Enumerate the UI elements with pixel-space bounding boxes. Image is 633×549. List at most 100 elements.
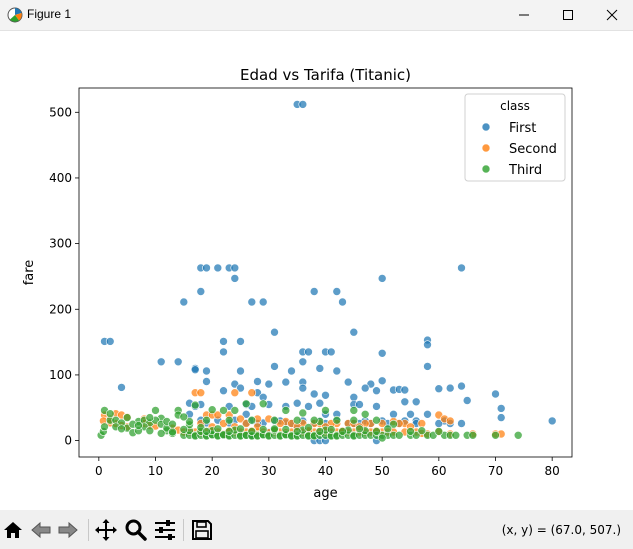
data-point-third: [355, 424, 364, 434]
configure-subplots-icon: [155, 520, 175, 540]
data-point-first: [298, 100, 308, 109]
save-button[interactable]: [190, 518, 214, 542]
data-point-first: [343, 377, 353, 387]
data-point-first: [315, 364, 325, 373]
window-titlebar: Figure 1: [0, 0, 633, 31]
data-point-second: [417, 419, 427, 428]
data-point-first: [491, 389, 500, 399]
data-point-second: [213, 410, 223, 420]
data-point-first: [332, 366, 342, 376]
data-point-first: [304, 347, 313, 357]
data-point-first: [372, 386, 381, 396]
legend-label-third: Third: [508, 163, 542, 178]
legend-label-second: Second: [509, 142, 557, 157]
data-point-first: [270, 362, 279, 371]
data-point-third: [168, 419, 177, 429]
data-point-first: [196, 287, 206, 296]
home-button[interactable]: [1, 518, 25, 542]
data-point-third: [281, 425, 291, 434]
data-point-first: [247, 297, 257, 307]
data-point-third: [309, 415, 319, 425]
data-point-third: [219, 406, 228, 415]
forward-icon: [58, 521, 78, 539]
data-point-first: [173, 357, 183, 367]
zoom-button[interactable]: [124, 518, 148, 542]
data-point-third: [224, 415, 234, 425]
data-point-first: [496, 404, 506, 413]
data-point-first: [219, 337, 228, 346]
data-point-third: [389, 419, 398, 429]
data-point-first: [219, 347, 228, 357]
pan-button[interactable]: [94, 518, 118, 542]
data-point-third: [270, 415, 279, 425]
back-button[interactable]: [29, 518, 53, 542]
data-point-third: [236, 424, 245, 434]
forward-button[interactable]: [56, 518, 80, 542]
data-point-first: [434, 384, 444, 394]
x-tick-label: 80: [545, 464, 560, 478]
data-point-third: [377, 433, 387, 443]
data-point-first: [389, 409, 398, 419]
data-point-first: [547, 416, 557, 426]
data-point-third: [117, 424, 126, 434]
data-point-first: [406, 409, 415, 419]
data-point-first: [117, 383, 126, 392]
data-point-first: [236, 337, 245, 346]
x-axis-label: age: [313, 486, 337, 501]
data-point-third: [298, 408, 308, 418]
data-point-first: [457, 381, 466, 391]
data-point-first: [230, 274, 240, 283]
configure-subplots-button[interactable]: [153, 518, 177, 542]
y-axis-label: fare: [22, 260, 37, 286]
zoom-icon: [125, 519, 147, 541]
data-point-first: [321, 390, 330, 400]
y-tick-label: 500: [49, 105, 72, 119]
chart-title: Edad vs Tarifa (Titanic): [240, 66, 411, 84]
data-point-second: [196, 388, 206, 398]
data-point-second: [236, 414, 245, 424]
pan-icon: [95, 519, 117, 541]
data-point-third: [134, 421, 143, 430]
data-point-first: [298, 383, 308, 393]
data-point-third: [360, 409, 370, 419]
data-point-third: [451, 430, 461, 440]
maximize-button[interactable]: [545, 0, 591, 30]
data-point-first: [202, 377, 211, 386]
data-point-third: [202, 415, 211, 425]
y-tick-label: 300: [49, 237, 72, 251]
data-point-first: [462, 396, 472, 405]
close-button[interactable]: [589, 0, 633, 30]
data-point-third: [349, 406, 359, 415]
data-point-first: [258, 297, 268, 307]
data-point-first: [304, 402, 313, 411]
data-point-third: [105, 409, 115, 419]
data-point-first: [236, 383, 245, 393]
window-title: Figure 1: [27, 7, 72, 21]
y-tick-label: 100: [49, 368, 72, 382]
close-icon: [606, 9, 618, 21]
legend-label-first: First: [509, 121, 536, 136]
data-point-third: [394, 430, 404, 440]
data-point-first: [264, 379, 274, 389]
minimize-icon: [519, 14, 529, 16]
toolbar-separator: [88, 519, 89, 541]
data-point-third: [224, 427, 234, 436]
x-tick-label: 0: [95, 464, 103, 478]
data-point-third: [230, 406, 240, 415]
data-point-third: [202, 427, 211, 436]
data-point-first: [349, 327, 359, 337]
data-point-third: [292, 415, 302, 425]
data-point-first: [377, 274, 387, 283]
minimize-button[interactable]: [501, 0, 547, 30]
data-point-first: [309, 389, 319, 399]
data-point-third: [326, 425, 336, 434]
toolbar-separator: [183, 519, 184, 541]
data-point-first: [377, 376, 387, 386]
data-point-third: [281, 406, 291, 415]
maximize-icon: [563, 10, 573, 20]
data-point-third: [468, 430, 478, 440]
data-point-third: [145, 413, 155, 422]
figure-canvas[interactable]: Edad vs Tarifa (Titanic) 0 10 20 30 40 50 60 70 8…: [0, 31, 633, 509]
data-point-first: [355, 400, 364, 409]
data-point-third: [372, 427, 381, 436]
